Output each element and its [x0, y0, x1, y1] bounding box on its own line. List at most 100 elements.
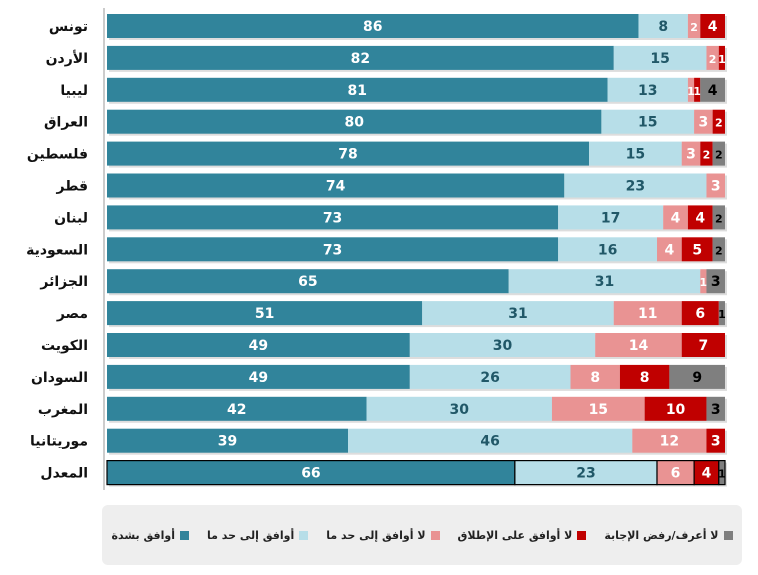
bar-segment [712, 141, 725, 166]
data-label: 49 [249, 338, 268, 354]
bar-segment [706, 173, 725, 198]
category-label: قطر [55, 179, 88, 195]
bar-segment [107, 14, 639, 38]
category-label: الأردن [46, 50, 88, 67]
bar-segment [570, 364, 620, 389]
category-label: لبنان [54, 210, 88, 226]
bar-segment [107, 205, 559, 230]
bar-segment [409, 364, 571, 389]
data-label: 8 [640, 370, 650, 386]
category-label: المغرب [38, 402, 88, 418]
category-label: الكويت [41, 338, 88, 354]
category-label: موريتانيا [30, 434, 88, 450]
bar-segment [663, 205, 688, 230]
bar-segment [107, 428, 349, 453]
data-label: 13 [638, 83, 657, 99]
data-label: 3 [711, 274, 721, 290]
category-label: فلسطين [27, 147, 88, 163]
bar-segment [348, 428, 633, 453]
data-label: 2 [703, 149, 711, 162]
data-label: 73 [323, 242, 342, 258]
legend-swatch [577, 530, 587, 540]
bar-segment [669, 364, 725, 389]
data-label: 3 [711, 179, 721, 195]
data-label: 9 [692, 370, 702, 386]
legend-swatch [180, 530, 190, 540]
bar-segment [632, 428, 707, 453]
bar-segment [693, 460, 720, 486]
data-label: 2 [690, 21, 698, 34]
data-label: 8 [658, 19, 668, 35]
bar-segment [700, 269, 707, 294]
data-label: 5 [692, 242, 702, 258]
data-label: 17 [601, 210, 620, 226]
data-label: 73 [323, 210, 342, 226]
bar-segment [681, 333, 725, 357]
data-label: 16 [598, 242, 617, 258]
data-label: 1 [700, 276, 708, 289]
data-label: 66 [301, 466, 320, 482]
data-label: 1 [718, 308, 726, 321]
data-label: 1 [718, 468, 726, 481]
bar-segment [558, 237, 658, 262]
legend-item: لا أوافق إلى حد ما [326, 528, 440, 542]
bar-segment [107, 301, 423, 326]
bar-segment [687, 14, 701, 38]
data-label: 3 [686, 147, 696, 163]
data-label: 30 [493, 338, 513, 354]
bar-segment [613, 45, 707, 70]
data-label: 46 [480, 434, 499, 450]
category-label: الجزائر [39, 274, 88, 290]
category-label: تونس [49, 19, 88, 35]
bar-segment [687, 77, 695, 102]
legend-item: أوافق بشدة [112, 529, 190, 542]
data-label: 30 [450, 402, 470, 418]
data-label: 51 [255, 306, 274, 322]
bar-segment [687, 205, 713, 230]
bar-segment [706, 45, 719, 70]
bar-segment [718, 301, 725, 326]
bar-segment [694, 109, 713, 134]
bar-segment [514, 460, 658, 486]
legend-item: لا أعرف/رفض الإجابة [604, 528, 733, 542]
bar-segment [107, 109, 602, 134]
data-label: 4 [708, 83, 718, 99]
bar-segment [619, 364, 670, 389]
bar-segment [700, 77, 725, 102]
data-label: 4 [702, 466, 712, 482]
bar-segment [706, 269, 725, 294]
legend-label: لا أعرف/رفض الإجابة [604, 528, 719, 542]
bar-segment [107, 396, 367, 421]
data-label: 23 [576, 466, 595, 482]
bar-segment [712, 237, 725, 262]
bar-segment [107, 141, 590, 166]
legend-label: أوافق إلى حد ما [207, 528, 295, 542]
legend-swatch [430, 530, 440, 540]
legend-label: لا أوافق إلى حد ما [326, 528, 426, 542]
data-label: 81 [348, 83, 367, 99]
bar-segment [589, 141, 682, 166]
data-label: 39 [218, 434, 237, 450]
data-label: 1 [693, 85, 701, 98]
data-label: 15 [638, 115, 657, 131]
data-label: 12 [660, 434, 679, 450]
data-label: 74 [326, 179, 346, 195]
legend-label: لا أوافق على الإطلاق [457, 528, 573, 542]
legend-item: أوافق إلى حد ما [207, 528, 309, 542]
category-label: مصر [56, 306, 88, 322]
bar-segment [595, 333, 682, 357]
bar-segment [694, 77, 701, 102]
data-label: 8 [590, 370, 600, 386]
bar-segment [564, 173, 707, 198]
data-label: 7 [698, 338, 708, 354]
data-label: 6 [671, 466, 681, 482]
bar-segment [681, 237, 713, 262]
bar-segment [508, 269, 701, 294]
bar-segment [712, 109, 725, 134]
legend-swatch [723, 530, 733, 540]
bar-segment [681, 301, 719, 326]
category-label: ليبيا [60, 83, 88, 99]
category-label: العراق [44, 115, 88, 131]
data-label: 4 [665, 242, 675, 258]
